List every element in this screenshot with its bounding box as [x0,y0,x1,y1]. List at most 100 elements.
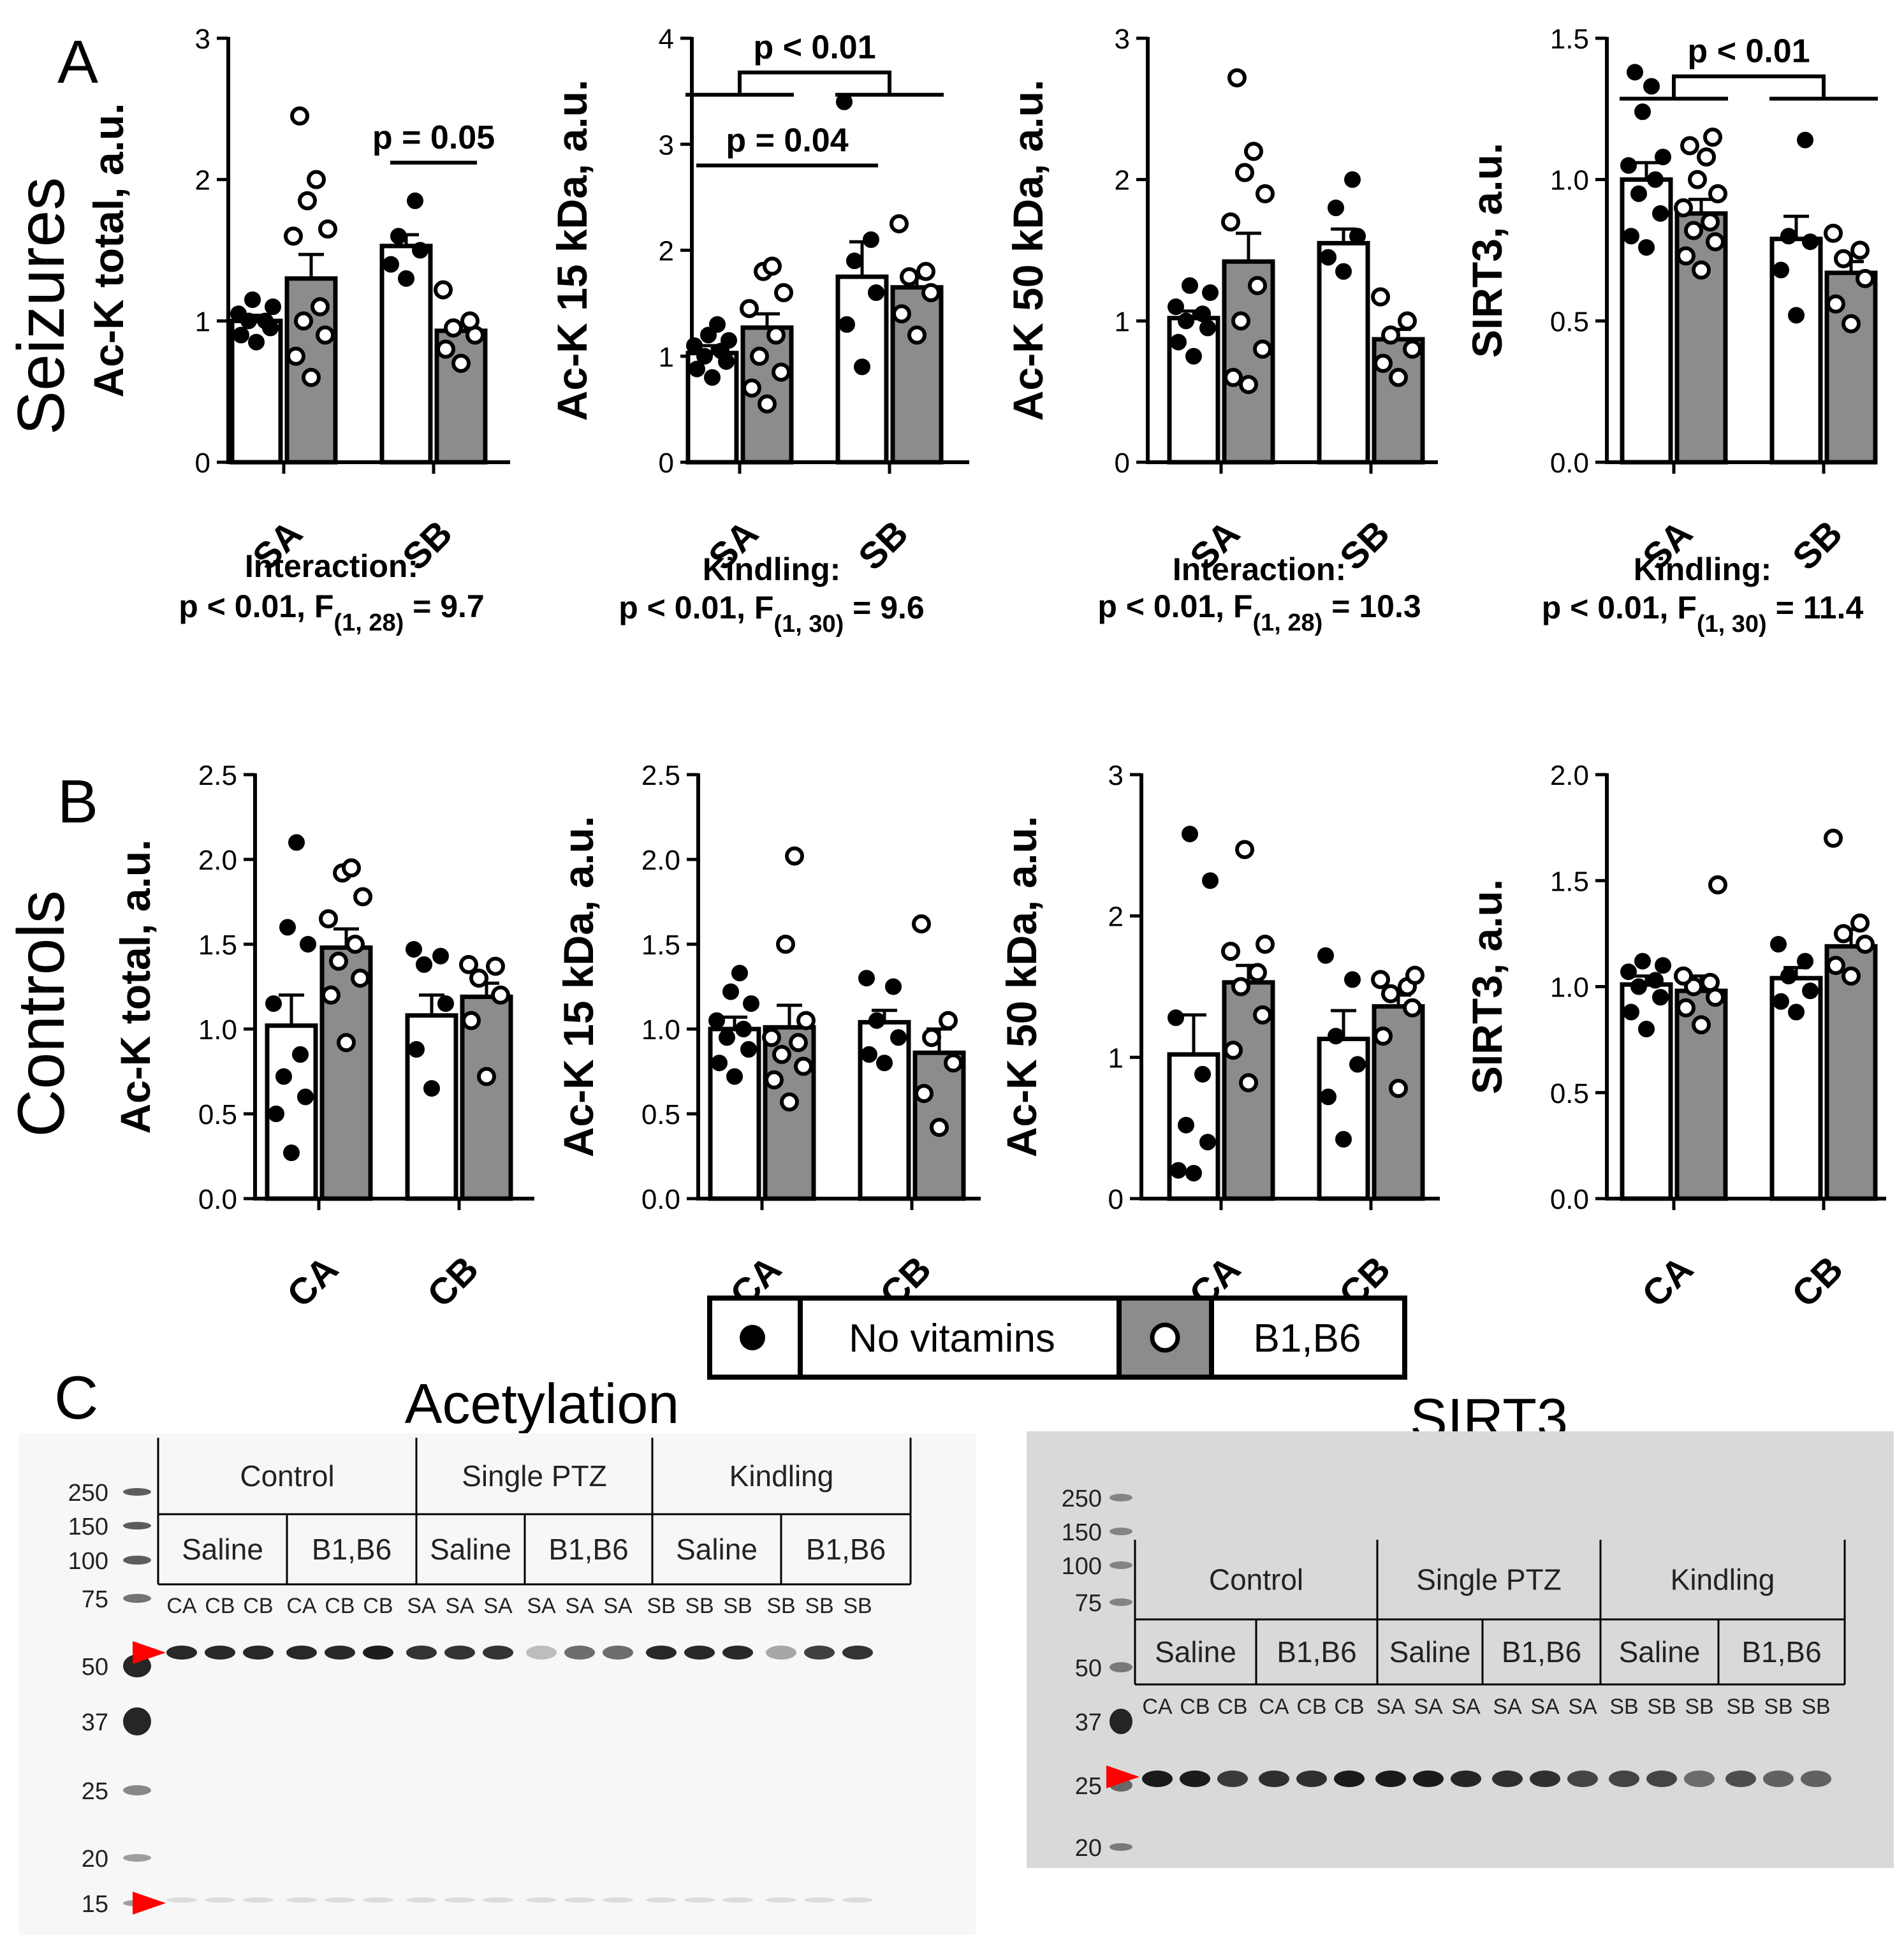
legend-no-vitamins: No vitamins [849,1317,1055,1361]
blot-group-label: Kindling [1671,1563,1775,1596]
data-point-no-vitamins [1780,228,1797,245]
data-point-b1-b6 [789,1033,808,1053]
blot-treatment-label: B1,B6 [1502,1635,1581,1668]
lane-label: SB [1801,1695,1830,1719]
data-point-b1-b6 [1224,1041,1243,1060]
blot-treatment-label: Saline [1155,1635,1236,1668]
data-point-no-vitamins [1770,936,1787,953]
blot-group-label: Control [240,1459,334,1493]
data-point-b1-b6 [772,1044,791,1064]
data-point-no-vitamins [735,1021,752,1037]
data-point-b1-b6 [1244,142,1263,161]
data-point-b1-b6 [762,1028,781,1048]
y-tick-label: 3 [1115,24,1130,55]
bar-b1-b6 [1222,259,1275,465]
ladder-band [123,1785,151,1795]
blot-group-label: Kindling [729,1459,834,1493]
stats-line: p < 0.01, F(1, 30) = 9.6 [619,590,925,638]
lane-label: SA [1414,1695,1443,1719]
protein-band [406,1897,437,1902]
data-point-no-vitamins [1320,249,1336,266]
stats-suffix: = 11.4 [1767,590,1864,625]
row-label-controls: Controls [4,890,78,1137]
data-point-no-vitamins [1655,149,1671,166]
data-point-b1-b6 [460,311,480,331]
lane-label: SA [1493,1695,1522,1719]
stats-prefix: p < 0.01, F [619,590,773,625]
data-point-no-vitamins [1182,277,1198,294]
protein-band [1492,1771,1523,1787]
protein-band [406,1646,437,1660]
ladder-label: 100 [68,1548,108,1575]
protein-band [1217,1771,1248,1787]
data-point-no-vitamins [279,919,296,936]
ladder-band [1109,1598,1132,1606]
data-point-no-vitamins [1634,953,1651,970]
lane-label: SA [603,1594,633,1618]
protein-band [842,1646,873,1660]
y-tick-label: 2 [1108,902,1124,933]
stats-suffix: = 9.6 [844,590,925,625]
data-point-no-vitamins [390,228,407,245]
protein-band [766,1897,796,1902]
data-point-b1-b6 [1826,294,1845,314]
x-tick-label-ca: CA [279,1248,346,1315]
y-tick-label: 3 [1108,760,1124,791]
protein-band [286,1897,317,1902]
data-point-no-vitamins [700,326,717,344]
data-point-b1-b6 [1676,998,1695,1018]
legend-open-dot-icon [1150,1322,1180,1353]
band-marker-arrow-icon [1106,1765,1139,1788]
ladder-band [123,1654,151,1677]
data-point-b1-b6 [351,968,370,988]
protein-band [603,1897,633,1902]
data-point-b1-b6 [459,954,478,974]
y-tick-label: 3 [195,24,210,55]
data-point-no-vitamins [722,983,739,1000]
lane-label: SA [565,1594,594,1618]
protein-band [444,1646,475,1660]
data-point-no-vitamins [283,1144,300,1162]
data-point-b1-b6 [1231,977,1250,997]
data-point-b1-b6 [776,935,795,954]
data-point-no-vitamins [726,1068,743,1085]
data-point-no-vitamins [230,305,247,323]
data-point-b1-b6 [1239,1073,1258,1093]
stats-prefix: p < 0.01, F [179,588,333,624]
ladder-band [123,1488,151,1496]
data-point-b1-b6 [944,1053,963,1073]
ladder-label: 100 [1062,1553,1102,1580]
data-point-no-vitamins [890,1029,907,1046]
data-point-no-vitamins [383,256,399,273]
ladder-band [123,1594,151,1603]
y-axis-label: SIRT3, a.u. [1463,143,1511,358]
ladder-label: 15 [82,1891,108,1918]
protein-band [1725,1771,1756,1787]
data-point-b1-b6 [890,214,909,233]
protein-band [205,1897,235,1902]
data-point-b1-b6 [1389,368,1408,387]
data-point-no-vitamins [1643,78,1660,95]
ladder-band [1109,1528,1132,1535]
stats-title: Interaction: [245,548,418,584]
ladder-label: 37 [1075,1709,1102,1736]
ladder-band [1109,1561,1132,1569]
data-point-no-vitamins [1652,205,1669,222]
data-point-no-vitamins [709,316,726,333]
protein-band [1646,1771,1677,1787]
data-point-b1-b6 [900,267,919,287]
y-tick-label: 1 [195,306,210,337]
data-point-no-vitamins [740,1041,757,1058]
protein-band [564,1897,595,1902]
y-tick-label: 0 [1115,448,1130,479]
data-point-b1-b6 [740,298,759,318]
data-point-no-vitamins [265,298,281,316]
data-point-b1-b6 [758,394,777,414]
data-point-no-vitamins [1185,347,1202,365]
data-point-b1-b6 [780,1092,799,1112]
blot-sirt3-membrane [1027,1431,1894,1868]
blot-acetylation: Acetylation 250 150 100 75 50 37 25 20 15 Control… [19,1372,976,1935]
lane-label: SA [407,1594,436,1618]
data-point-no-vitamins [1168,298,1184,316]
